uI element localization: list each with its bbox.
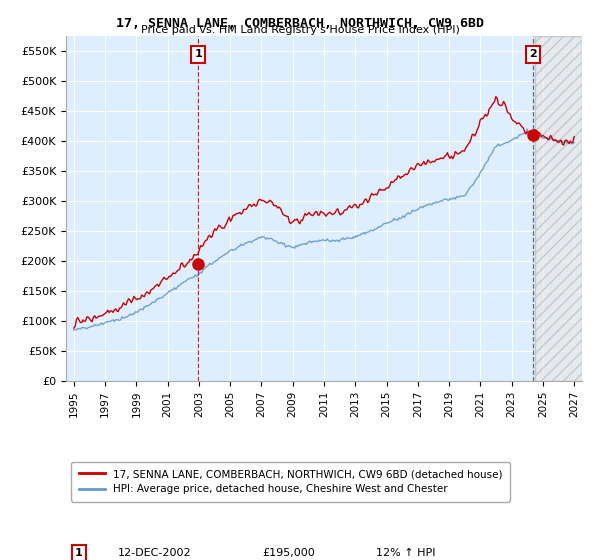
Text: 2: 2 [529, 49, 537, 59]
Legend: 17, SENNA LANE, COMBERBACH, NORTHWICH, CW9 6BD (detached house), HPI: Average pr: 17, SENNA LANE, COMBERBACH, NORTHWICH, C… [71, 462, 509, 502]
Text: 12-DEC-2002: 12-DEC-2002 [118, 548, 191, 558]
Text: 12% ↑ HPI: 12% ↑ HPI [376, 548, 435, 558]
Text: Price paid vs. HM Land Registry's House Price Index (HPI): Price paid vs. HM Land Registry's House … [140, 25, 460, 35]
Text: £195,000: £195,000 [262, 548, 315, 558]
Bar [535, 36, 582, 381]
Text: 1: 1 [194, 49, 202, 59]
Text: 1: 1 [75, 548, 83, 558]
Text: 17, SENNA LANE, COMBERBACH, NORTHWICH, CW9 6BD: 17, SENNA LANE, COMBERBACH, NORTHWICH, C… [116, 17, 484, 30]
